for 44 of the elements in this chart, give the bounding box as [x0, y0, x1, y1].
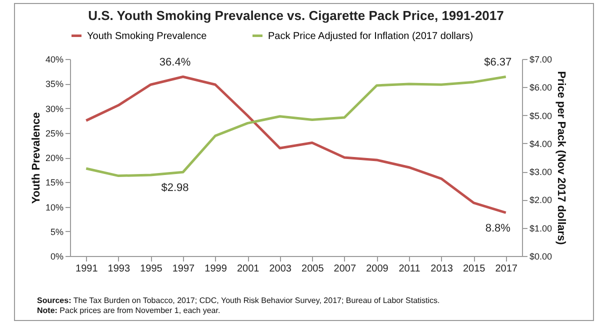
y-tick-label: 40%	[45, 54, 64, 64]
data-label: $6.37	[484, 56, 512, 69]
x-tick-label: 2011	[398, 264, 421, 274]
x-tick-label: 2013	[430, 264, 454, 274]
y2-tick-label: $6.00	[530, 82, 552, 93]
y2-tick-label: $3.00	[530, 167, 552, 178]
y2-tick-label: $4.00	[530, 138, 552, 149]
data-label: $2.98	[161, 182, 189, 194]
x-tick-label: 2015	[462, 264, 486, 274]
legend-label: Youth Smoking Prevalence	[87, 30, 208, 42]
y2-tick-label: $5.00	[530, 110, 552, 121]
y2-tick-label: $0.00	[530, 252, 552, 262]
x-tick-label: 1995	[140, 264, 163, 274]
y2-tick-label: $1.00	[530, 223, 552, 234]
source-note: Sources: The Tax Burden on Tobacco, 2017; CDC, Youth Risk Behavior Survey, 2017; Bureau of Labor Statistics.	[37, 296, 440, 306]
y2-axis-title: Price per Pack (Nov 2017 dollars)	[555, 71, 568, 246]
x-tick-label: 2003	[269, 264, 292, 274]
y-tick-label: 10%	[45, 202, 64, 212]
x-tick-label: 2007	[334, 264, 356, 274]
x-tick-label: 1999	[204, 264, 228, 274]
x-tick-label: 2005	[302, 264, 324, 274]
x-tick-label: 1993	[108, 264, 130, 274]
y-tick-label: 20%	[45, 153, 64, 163]
y-tick-label: 15%	[45, 178, 64, 188]
line-series	[84, 75, 508, 178]
data-label: 36.4%	[159, 56, 191, 69]
text: Note: Pack prices are from November 1, each year.	[37, 306, 222, 316]
y-axis-title: Youth Prevalence	[30, 112, 42, 204]
y2-tick-label: $2.00	[530, 195, 552, 206]
x-tick-label: 2001	[236, 264, 260, 274]
x-tick-label: 1997	[172, 264, 196, 274]
y2-tick-label: $7.00	[530, 54, 552, 64]
line-series	[84, 75, 508, 214]
legend-label: Pack Price Adjusted for Inflation (2017 dollars)	[268, 30, 474, 42]
y-tick-label: 30%	[45, 104, 64, 114]
data-label: 8.8%	[485, 222, 511, 235]
y-tick-label: 0%	[50, 252, 64, 262]
x-tick-label: 1991	[76, 264, 98, 274]
y-tick-label: 5%	[50, 226, 64, 237]
y-tick-label: 35%	[45, 79, 64, 90]
x-tick-label: 2017	[495, 264, 518, 274]
chart-title: U.S. Youth Smoking Prevalence vs. Cigarette Pack Price, 1991-2017	[88, 8, 504, 23]
x-tick-label: 2009	[366, 264, 389, 274]
y-tick-label: 25%	[45, 128, 64, 138]
